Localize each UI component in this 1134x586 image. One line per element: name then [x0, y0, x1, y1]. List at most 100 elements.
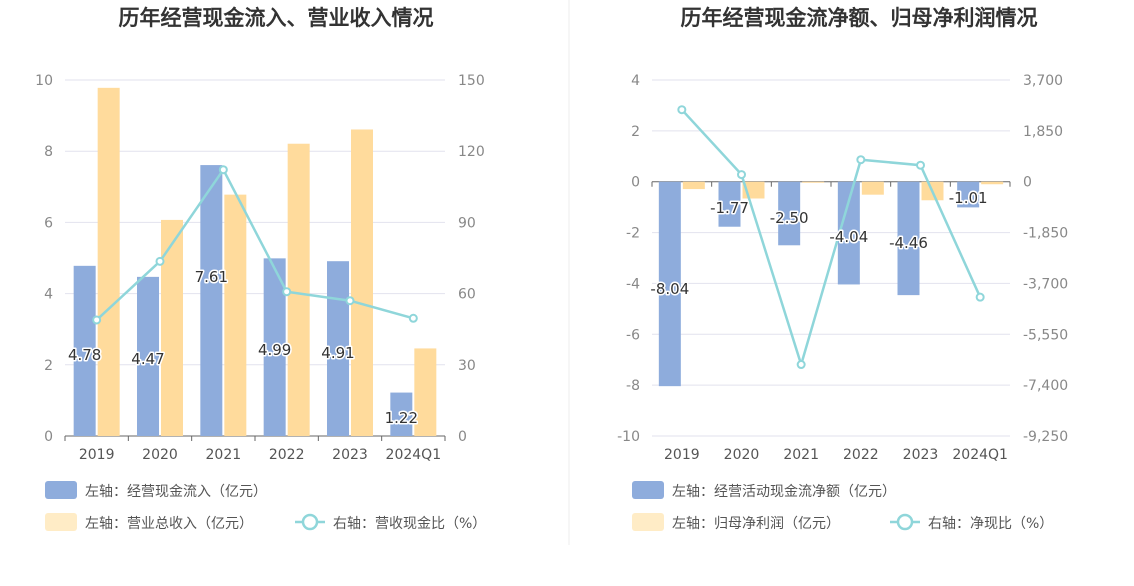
category-label: 2019	[664, 447, 700, 463]
bar-bar-primary	[137, 276, 159, 436]
line-point	[916, 160, 925, 170]
data-label-halo: 4.78	[68, 346, 101, 364]
data-label-halo: -4.04	[829, 228, 868, 246]
chart2-title: 历年经营现金流净额、归母净利润情况	[681, 6, 1038, 30]
bar-bar-primary	[837, 181, 860, 285]
legend-swatch-secondary	[632, 513, 664, 531]
data-label-halo: 7.61	[195, 268, 228, 286]
bar-secondary	[161, 219, 183, 436]
y-left-tick: 4	[44, 287, 53, 303]
data-label-halo: 4.99	[258, 341, 291, 359]
bar-secondary	[981, 181, 1004, 185]
category-label: 2020	[724, 447, 760, 463]
bar-bar-primary	[390, 392, 413, 436]
data-label: -8.04	[650, 280, 689, 298]
y-left-tick: -6	[626, 327, 640, 343]
bar-bar-primary	[718, 181, 741, 227]
legend-label-primary: 左轴：经营活动现金流净额（亿元）	[672, 484, 896, 500]
data-label: 7.61	[195, 268, 228, 286]
chart2-legend: 左轴：经营活动现金流净额（亿元） 左轴：归母净利润（亿元） 右轴：净现比（%）	[632, 481, 1053, 532]
y-left-tick: 8	[44, 144, 53, 160]
category-label: 2019	[79, 447, 115, 463]
bar-secondary	[682, 181, 705, 190]
line-point	[677, 105, 687, 115]
line-point	[408, 313, 418, 323]
bar-secondary	[802, 181, 825, 183]
data-label: 1.22	[385, 409, 418, 427]
data-label-halo: 4.47	[131, 350, 164, 368]
chart1-plot: 0 2 4 6 8 10 0 30 60 90 120 150 2019 2020 2021 2022 2023…	[35, 73, 485, 463]
line-point	[975, 292, 985, 302]
y-right-tick: -1,850	[1023, 226, 1068, 242]
bar-bar-primary	[957, 181, 980, 208]
line-point	[282, 287, 292, 297]
data-label: -1.01	[949, 189, 988, 207]
legend-label-line: 右轴：净现比（%）	[928, 516, 1053, 532]
category-label: 2020	[142, 447, 178, 463]
data-label: 4.91	[321, 344, 354, 362]
data-label: -1.77	[710, 199, 749, 217]
y-right-tick: 3,700	[1023, 73, 1063, 89]
category-label: 2022	[269, 447, 305, 463]
y-right-tick: 120	[458, 144, 485, 160]
y-left-tick: -10	[617, 429, 640, 445]
chart2-plot: -10 -8 -6 -4 -2 0 2 4 -9,250 -7,400 -5,550 -3,700 -1…	[617, 73, 1068, 463]
y-right-tick: 0	[1023, 175, 1032, 191]
bar-bar-primary	[73, 265, 96, 436]
chart1-title: 历年经营现金流入、营业收入情况	[119, 6, 434, 30]
y-left-tick: -4	[626, 276, 640, 292]
y-left-tick: 0	[44, 429, 53, 445]
data-label-halo: -2.50	[770, 209, 809, 227]
y-right-tick: 150	[458, 73, 485, 89]
data-label-halo: 4.91	[321, 344, 354, 362]
line-point	[155, 256, 165, 266]
data-label-halo: -1.77	[710, 199, 749, 217]
y-left-tick: 2	[44, 358, 53, 374]
data-label: 4.99	[258, 341, 291, 359]
data-label: -2.50	[770, 209, 809, 227]
category-label: 2024Q1	[386, 447, 442, 463]
y-right-tick: 0	[458, 429, 467, 445]
y-left-tick: 10	[35, 73, 53, 89]
y-left-tick: -8	[626, 378, 640, 394]
data-label-halo: -4.46	[889, 234, 928, 252]
y-right-tick: -9,250	[1023, 429, 1068, 445]
data-label-halo: -8.04	[650, 280, 689, 298]
category-label: 2024Q1	[952, 447, 1008, 463]
legend-swatch-secondary	[45, 513, 77, 531]
category-label: 2021	[783, 447, 819, 463]
y-right-tick: -7,400	[1023, 378, 1068, 394]
bar-bar-primary	[200, 165, 223, 437]
legend-label-line: 右轴：营收现金比（%）	[333, 516, 486, 532]
bar-bar-primary	[778, 181, 801, 246]
y-left-tick: 4	[631, 73, 640, 89]
data-label: -4.46	[889, 234, 928, 252]
legend-label-secondary: 左轴：归母净利润（亿元）	[672, 515, 840, 532]
y-left-tick: -2	[626, 226, 640, 242]
data-label: 4.78	[68, 346, 101, 364]
category-label: 2022	[843, 447, 879, 463]
y-right-tick: -5,550	[1023, 327, 1068, 343]
legend-point-marker	[896, 513, 914, 531]
y-right-tick: 90	[458, 215, 476, 231]
line-point	[92, 315, 102, 325]
bar-bar-primary	[327, 261, 349, 436]
bar-secondary	[97, 87, 120, 436]
ratio-line	[95, 167, 414, 321]
bar-bar-primary	[897, 181, 920, 296]
bar-bar-primary	[658, 181, 681, 387]
data-label: 4.47	[131, 350, 164, 368]
bar-bar-primary	[263, 258, 286, 436]
y-left-tick: 0	[631, 175, 640, 191]
line-point	[737, 170, 746, 180]
line-point	[796, 360, 806, 370]
line-point	[345, 296, 355, 306]
y-left-tick: 2	[631, 124, 640, 140]
bar-secondary	[861, 181, 884, 195]
y-right-tick: -3,700	[1023, 276, 1068, 292]
y-right-tick: 30	[458, 358, 476, 374]
bar-secondary	[287, 143, 310, 436]
category-label: 2023	[332, 447, 368, 463]
line-point	[218, 165, 228, 175]
data-label-halo: -1.01	[949, 189, 988, 207]
